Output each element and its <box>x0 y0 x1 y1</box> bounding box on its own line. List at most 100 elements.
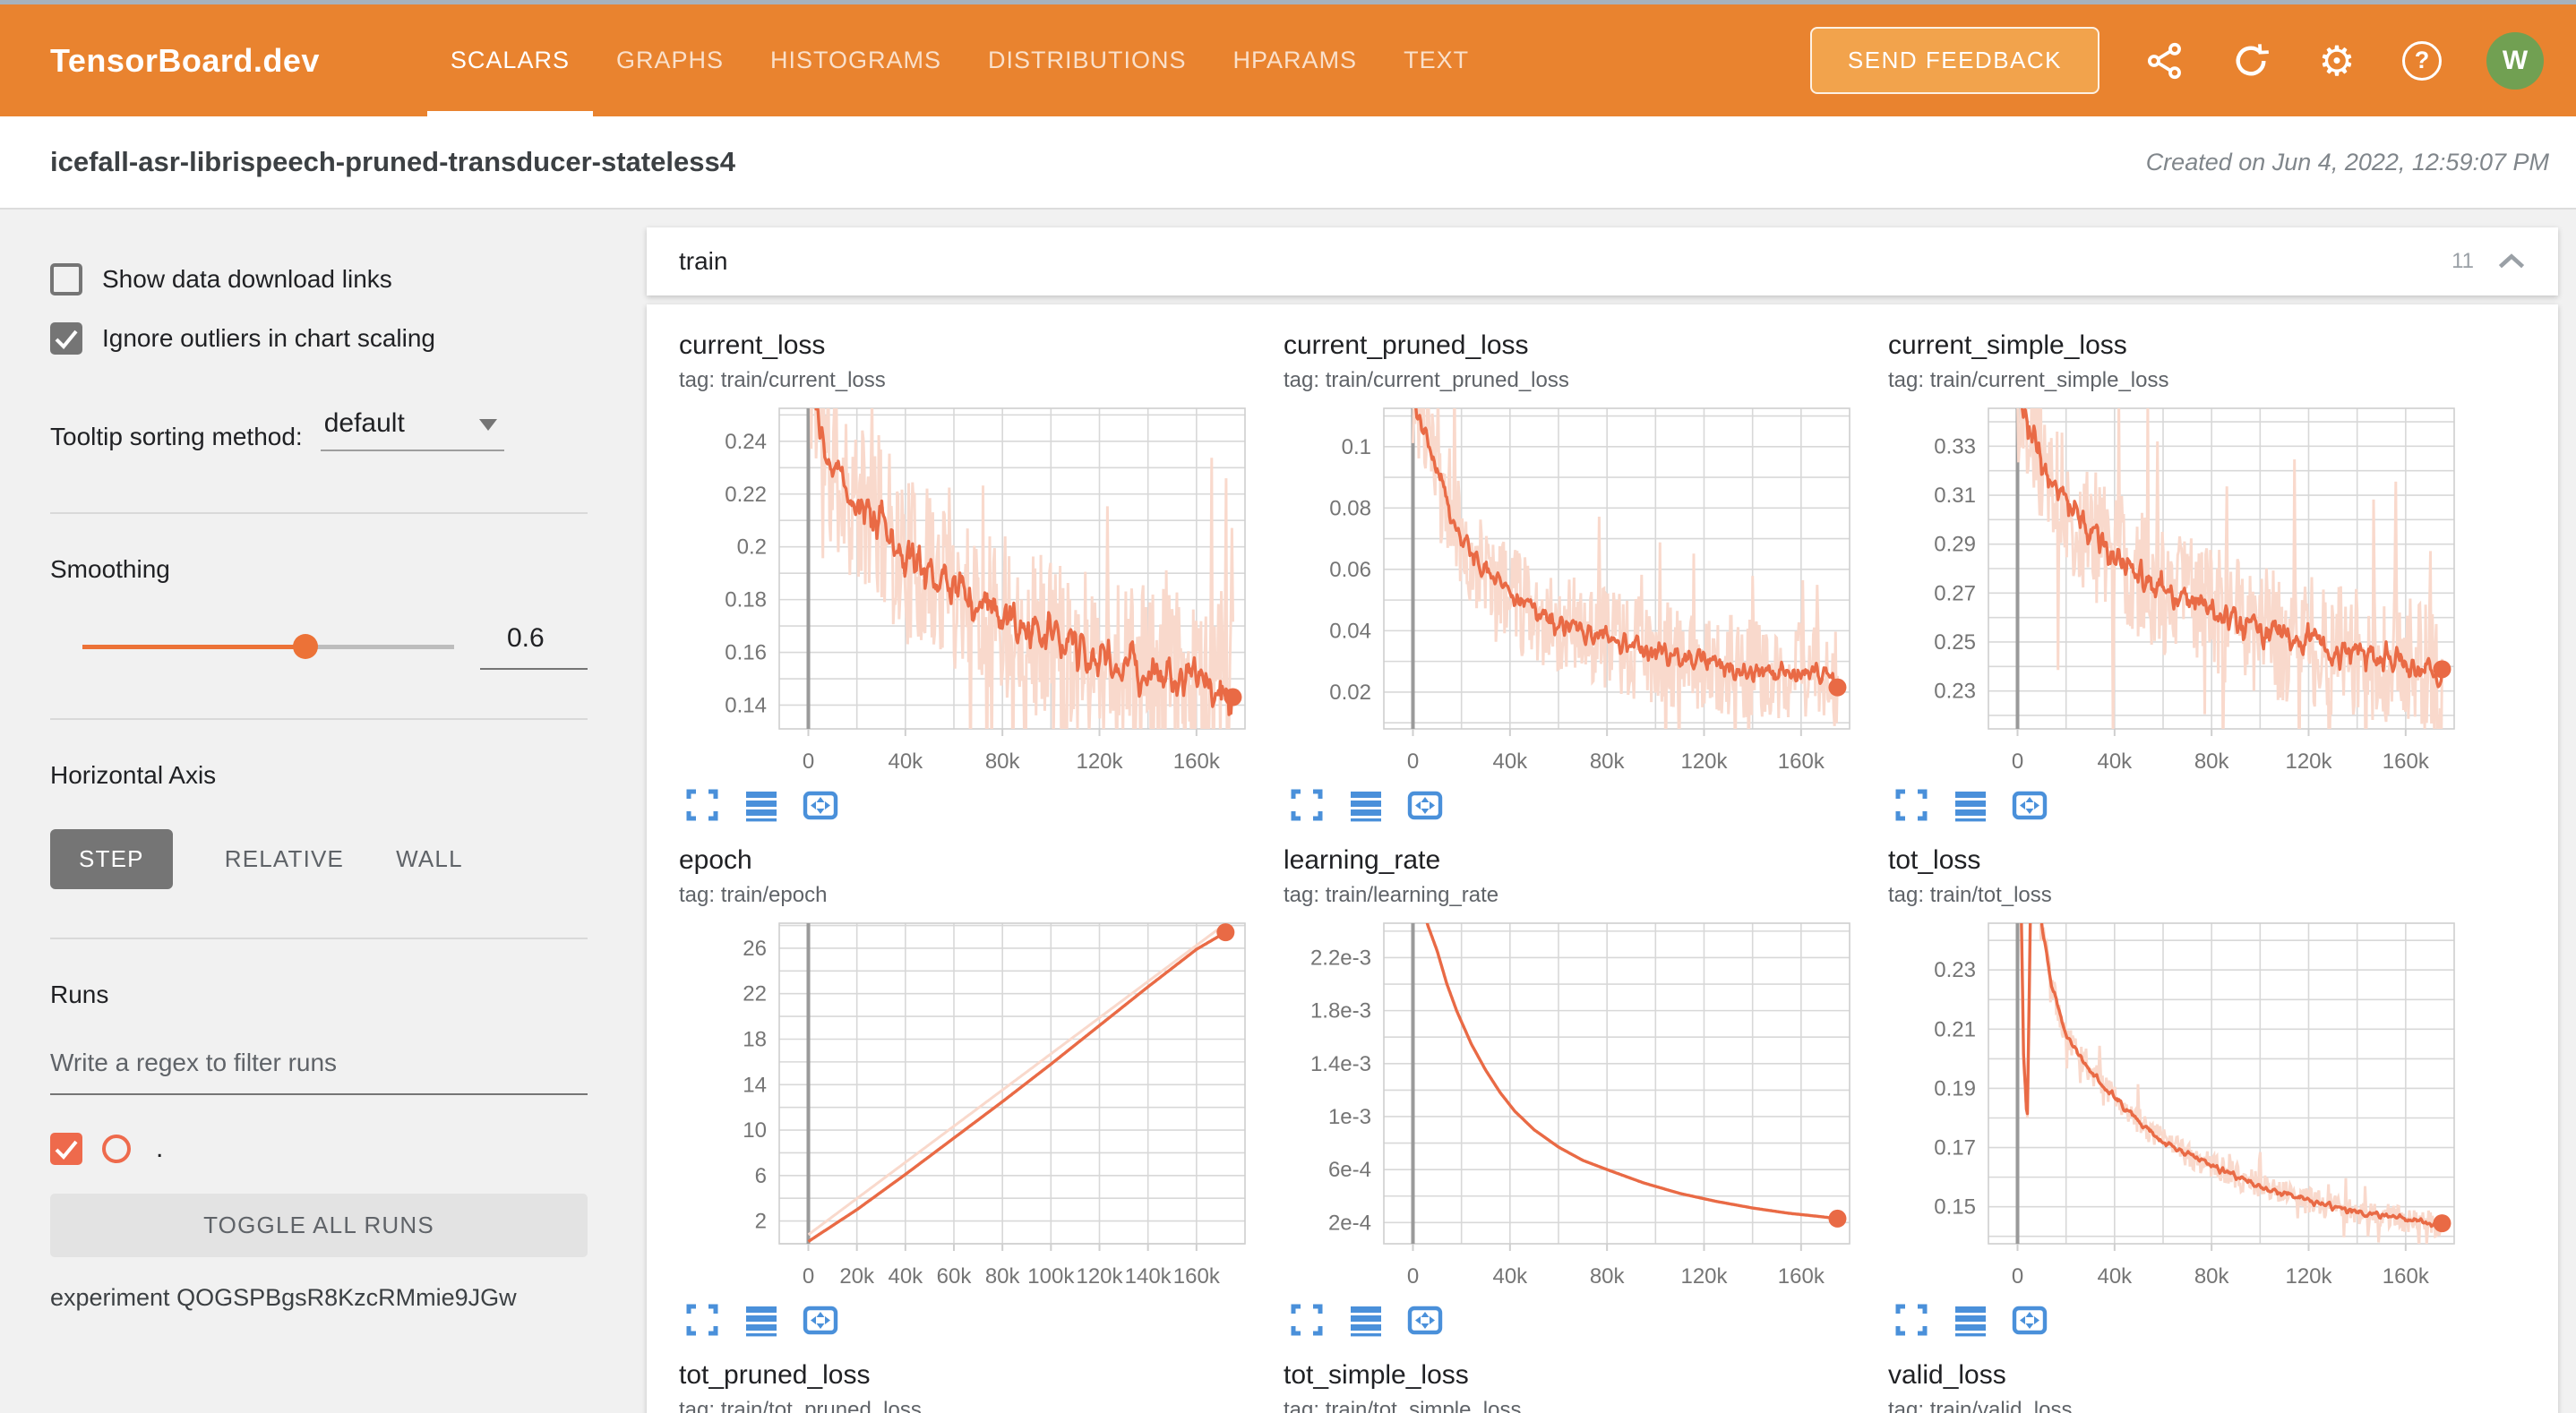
svg-text:14: 14 <box>743 1073 767 1097</box>
chart-plot[interactable]: 0.23 0.25 0.27 0.29 0.31 0.33 0 40k 80k 120k 160k <box>1888 403 2461 779</box>
show-download-links-checkbox[interactable] <box>50 263 82 295</box>
svg-text:0.2: 0.2 <box>737 535 767 560</box>
smoothing-label: Smoothing <box>50 555 170 583</box>
show-download-links-label: Show data download links <box>102 265 392 293</box>
runs-data-table-icon[interactable] <box>743 787 779 823</box>
runs-data-table-icon[interactable] <box>1348 1302 1384 1338</box>
expand-chart-icon[interactable] <box>1893 1302 1929 1338</box>
svg-text:40k: 40k <box>1492 1264 1528 1289</box>
smoothing-slider-thumb[interactable] <box>293 633 318 659</box>
share-icon[interactable] <box>2144 40 2185 81</box>
tab-graphs[interactable]: GRAPHS <box>615 47 724 73</box>
chart-plot[interactable]: 2e-4 6e-4 1e-3 1.4e-3 1.8e-3 2.2e-3 0 40k 80k 120… <box>1284 918 1857 1294</box>
gear-icon[interactable]: ⚙ <box>2318 36 2356 85</box>
svg-text:160k: 160k <box>1173 749 1221 774</box>
chart-tag: tag: train/current_pruned_loss <box>1284 368 1569 392</box>
tab-histograms[interactable]: HISTOGRAMS <box>770 47 942 73</box>
svg-text:100k: 100k <box>1027 1264 1075 1289</box>
chevron-up-icon[interactable] <box>2497 253 2526 270</box>
expand-chart-icon[interactable] <box>1289 787 1325 823</box>
chart-card: tot_simple_loss tag: train/tot_simple_lo… <box>1284 1359 1875 1413</box>
svg-text:0: 0 <box>2012 1264 2023 1289</box>
fit-domain-icon[interactable] <box>2012 1302 2048 1338</box>
svg-text:0.08: 0.08 <box>1329 496 1371 520</box>
svg-text:40k: 40k <box>888 1264 923 1289</box>
chart-tag: tag: train/current_loss <box>679 368 886 392</box>
experiment-id: experiment QOGSPBgsR8KzcRMmie9JGw <box>50 1284 517 1311</box>
chart-plot[interactable]: 0.14 0.16 0.18 0.2 0.22 0.24 0 40k 80k 120k 160k <box>679 403 1252 779</box>
run-checkbox[interactable] <box>50 1133 82 1165</box>
expand-chart-icon[interactable] <box>684 1302 720 1338</box>
chart-card: epoch tag: train/epoch 2 6 10 14 18 22 26 0 20k 4… <box>679 844 1270 1338</box>
svg-text:0.22: 0.22 <box>725 483 767 507</box>
tab-hparams[interactable]: HPARAMS <box>1232 47 1358 73</box>
chart-tag: tag: train/epoch <box>679 883 828 907</box>
runs-data-table-icon[interactable] <box>1348 787 1384 823</box>
chart-title: current_loss <box>679 330 826 360</box>
expand-chart-icon[interactable] <box>1289 1302 1325 1338</box>
send-feedback-button[interactable]: SEND FEEDBACK <box>1809 27 2099 94</box>
runs-data-table-icon[interactable] <box>743 1302 779 1338</box>
expand-chart-icon[interactable] <box>684 787 720 823</box>
tab-scalars[interactable]: SCALARS <box>426 4 594 116</box>
chart-title: current_pruned_loss <box>1284 330 1529 360</box>
chart-tag: tag: train/valid_loss <box>1888 1398 2073 1413</box>
chart-plot[interactable]: 0.02 0.04 0.06 0.08 0.1 0 40k 80k 120k 160k <box>1284 403 1857 779</box>
runs-regex-input[interactable]: Write a regex to filter runs <box>50 1049 588 1095</box>
axis-step-button[interactable]: STEP <box>50 829 173 889</box>
chart-title: valid_loss <box>1888 1360 2006 1390</box>
svg-text:80k: 80k <box>985 1264 1021 1289</box>
svg-text:0.17: 0.17 <box>1934 1136 1976 1160</box>
expand-chart-icon[interactable] <box>1893 787 1929 823</box>
chart-title: current_simple_loss <box>1888 330 2127 360</box>
help-icon[interactable]: ? <box>2402 40 2442 81</box>
fit-domain-icon[interactable] <box>1407 787 1443 823</box>
axis-wall-button[interactable]: WALL <box>396 845 463 872</box>
ignore-outliers-row[interactable]: Ignore outliers in chart scaling <box>50 322 588 355</box>
chart-card: tot_pruned_loss tag: train/tot_pruned_lo… <box>679 1359 1270 1413</box>
svg-text:1e-3: 1e-3 <box>1328 1105 1371 1129</box>
chart-card: current_simple_loss tag: train/current_s… <box>1888 330 2479 823</box>
fit-domain-icon[interactable] <box>803 1302 838 1338</box>
svg-text:120k: 120k <box>1076 749 1123 774</box>
tooltip-sorting-label: Tooltip sorting method: <box>50 423 303 450</box>
svg-text:0.1: 0.1 <box>1342 435 1371 459</box>
svg-text:0.24: 0.24 <box>725 430 767 454</box>
avatar[interactable]: W <box>2486 31 2544 90</box>
chart-tag: tag: train/learning_rate <box>1284 883 1499 907</box>
fit-domain-icon[interactable] <box>1407 1302 1443 1338</box>
smoothing-slider[interactable] <box>82 633 454 659</box>
ignore-outliers-checkbox[interactable] <box>50 322 82 355</box>
svg-text:2: 2 <box>755 1210 767 1234</box>
app-title: TensorBoard.dev <box>50 41 320 79</box>
runs-data-table-icon[interactable] <box>1953 1302 1988 1338</box>
svg-text:0.23: 0.23 <box>1934 680 1976 704</box>
train-section-header[interactable]: train 11 <box>647 227 2558 295</box>
svg-text:80k: 80k <box>1590 749 1626 774</box>
smoothing-value-input[interactable]: 0.6 <box>480 623 588 670</box>
tab-distributions[interactable]: DISTRIBUTIONS <box>988 47 1187 73</box>
toggle-all-runs-button[interactable]: TOGGLE ALL RUNS <box>50 1194 588 1257</box>
run-row[interactable]: . <box>50 1133 588 1165</box>
run-color-swatch <box>102 1135 131 1163</box>
fit-domain-icon[interactable] <box>2012 787 2048 823</box>
svg-text:6e-4: 6e-4 <box>1328 1158 1371 1182</box>
axis-relative-button[interactable]: RELATIVE <box>224 845 345 872</box>
svg-text:40k: 40k <box>2097 749 2133 774</box>
horizontal-axis-label: Horizontal Axis <box>50 761 217 789</box>
svg-text:120k: 120k <box>1680 1264 1728 1289</box>
runs-data-table-icon[interactable] <box>1953 787 1988 823</box>
svg-text:1.8e-3: 1.8e-3 <box>1310 999 1371 1023</box>
svg-text:0.19: 0.19 <box>1934 1076 1976 1100</box>
svg-text:40k: 40k <box>2097 1264 2133 1289</box>
chart-title: epoch <box>679 845 752 875</box>
chart-plot[interactable]: 0.15 0.17 0.19 0.21 0.23 0 40k 80k 120k 160k <box>1888 918 2461 1294</box>
tooltip-sorting-select[interactable]: default <box>320 408 504 451</box>
run-name: . <box>156 1134 164 1163</box>
svg-text:0: 0 <box>1407 1264 1419 1289</box>
refresh-icon[interactable] <box>2230 40 2271 81</box>
show-download-links-row[interactable]: Show data download links <box>50 263 588 295</box>
fit-domain-icon[interactable] <box>803 787 838 823</box>
tab-text[interactable]: TEXT <box>1404 47 1470 73</box>
